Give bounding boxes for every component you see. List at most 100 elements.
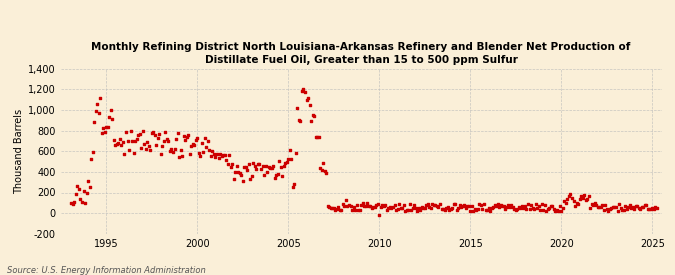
Point [601,207,612,211]
Point [256,166,267,171]
Point [421,203,432,207]
Point [406,208,416,213]
Point [423,202,433,207]
Point [104,115,115,119]
Point [497,204,508,208]
Point [635,206,646,211]
Point [427,202,438,207]
Point [502,205,512,209]
Point [207,149,218,153]
Point [618,207,629,212]
Point [535,208,545,212]
Point [323,204,333,208]
Point [358,204,369,209]
Text: Source: U.S. Energy Information Administration: Source: U.S. Energy Information Administ… [7,266,205,275]
Point [593,205,603,209]
Point [87,150,98,155]
Point [442,205,453,210]
Point [189,142,200,147]
Point [577,196,588,201]
Point [97,131,107,135]
Point [400,208,410,213]
Point [624,202,635,207]
Point [275,165,286,169]
Point [580,198,591,202]
Point [180,138,190,142]
Point [539,203,550,207]
Point [651,206,662,210]
Point [339,204,350,208]
Point [183,133,194,137]
Point [342,204,353,209]
Point [515,205,526,210]
Point [433,205,444,210]
Point [356,203,367,207]
Point [460,206,471,211]
Point [495,203,506,207]
Point [647,205,658,210]
Point [250,164,261,169]
Point [620,204,630,208]
Y-axis label: Thousand Barrels: Thousand Barrels [14,109,24,194]
Point [566,196,577,201]
Point [176,147,186,152]
Point [213,155,224,160]
Point [192,136,202,140]
Point [395,206,406,210]
Point [617,208,628,212]
Point [88,120,99,125]
Point [292,105,303,110]
Point [401,208,412,212]
Point [251,167,262,172]
Point [603,209,614,213]
Point [262,170,273,174]
Point [286,156,297,161]
Point [583,194,594,199]
Point [177,154,188,158]
Point [488,205,499,209]
Point [98,126,109,131]
Point [74,186,84,191]
Point [157,144,168,148]
Point [404,202,415,206]
Point [383,206,394,211]
Point [350,208,360,213]
Point [70,192,81,196]
Point [403,208,414,212]
Point [284,148,295,152]
Point [182,135,192,139]
Point [139,142,150,146]
Point [645,207,656,211]
Point [615,206,626,210]
Point [277,174,288,178]
Point [116,143,127,147]
Point [110,142,121,147]
Point [606,205,617,210]
Point [68,202,78,207]
Point [462,204,472,208]
Point [599,208,610,213]
Point [381,208,392,213]
Point [632,204,643,208]
Point [271,173,281,177]
Point [389,203,400,207]
Point [587,202,597,207]
Point [169,147,180,151]
Point [454,203,465,208]
Point [446,207,456,211]
Point [289,182,300,187]
Point [312,134,323,139]
Point [278,164,289,169]
Point [547,204,558,208]
Point [386,206,397,210]
Point [165,149,176,153]
Point [236,173,246,178]
Point [591,202,601,207]
Point [196,141,207,145]
Point [374,213,385,217]
Point [211,152,222,157]
Point [145,148,156,153]
Point [626,206,637,210]
Point [125,129,136,134]
Point [412,209,423,213]
